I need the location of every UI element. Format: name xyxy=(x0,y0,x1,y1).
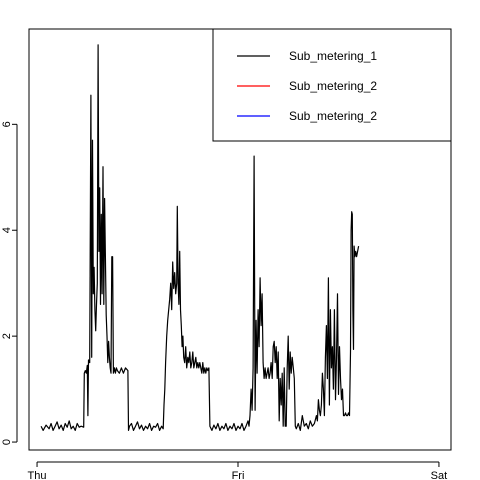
series-line-1 xyxy=(40,44,360,431)
legend-label-sub-metering-2: Sub_metering_2 xyxy=(289,79,377,93)
legend-label-sub-metering-1: Sub_metering_1 xyxy=(289,49,377,63)
x-tick-label: Fri xyxy=(232,470,245,480)
legend-box xyxy=(212,28,452,142)
y-tick-label: 4 xyxy=(1,227,13,233)
y-tick-label: 6 xyxy=(1,121,13,127)
x-tick-label: Thu xyxy=(28,470,47,480)
series-layer xyxy=(40,44,360,431)
x-tick-label: Sat xyxy=(431,470,448,480)
y-tick-label: 2 xyxy=(1,333,13,339)
axes-layer: Thu Fri Sat 0 2 4 6 xyxy=(1,121,447,480)
legend-label-sub-metering-3: Sub_metering_2 xyxy=(289,109,377,123)
y-tick-label: 0 xyxy=(1,439,13,445)
legend: Sub_metering_1 Sub_metering_2 Sub_meteri… xyxy=(212,28,452,142)
